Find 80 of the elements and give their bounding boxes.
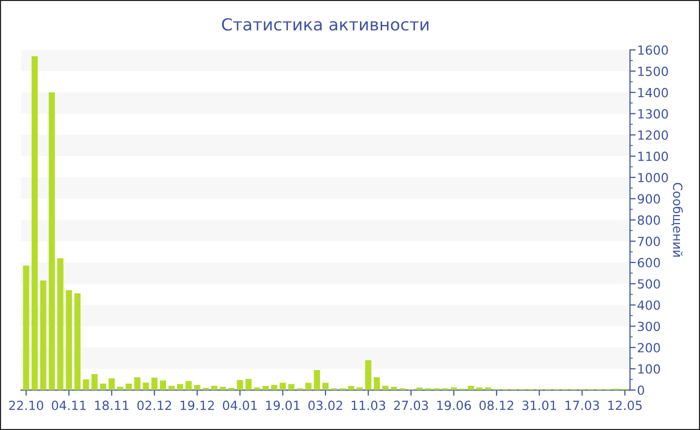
chart-title: Статистика активности: [222, 18, 428, 31]
bar: [23, 266, 30, 390]
bar: [322, 382, 329, 390]
bar: [126, 384, 132, 390]
bar: [202, 388, 209, 390]
x-tick-label: 19.06: [437, 400, 471, 410]
y-tick-label: 0: [638, 385, 644, 395]
x-tick-label: 17.03: [566, 400, 599, 410]
bar: [142, 382, 149, 390]
y-tick-label: 200: [638, 342, 660, 352]
y-tick-label: 1300: [638, 109, 668, 119]
bar: [91, 374, 98, 390]
x-tick-label: 27.03: [394, 400, 428, 410]
bar: [245, 378, 252, 390]
bar: [271, 384, 278, 390]
bar: [177, 384, 184, 390]
bar: [374, 377, 380, 390]
y-axis-title: Сообщений: [671, 182, 683, 257]
bar: [211, 386, 218, 390]
y-tick-label: 900: [638, 194, 660, 204]
bar: [236, 380, 244, 390]
y-tick-label: 600: [638, 258, 660, 268]
bar: [151, 378, 158, 390]
bar: [134, 377, 140, 390]
y-tick-label: 100: [638, 364, 660, 374]
y-tick-label: 500: [638, 279, 660, 289]
bar: [220, 386, 226, 390]
x-tick-label: 22.10: [9, 400, 44, 410]
bar: [57, 258, 64, 390]
bar: [108, 378, 115, 390]
x-tick-label: 03.02: [308, 400, 342, 410]
bar: [228, 388, 234, 390]
bar: [100, 384, 106, 390]
bar: [314, 370, 320, 390]
bar: [390, 386, 398, 390]
bar: [280, 382, 286, 390]
bar: [416, 387, 423, 390]
y-tick-label: 400: [638, 300, 660, 310]
bar: [476, 387, 483, 390]
x-tick-label: 04.11: [52, 400, 86, 410]
bar: [382, 386, 388, 390]
bar: [117, 386, 124, 390]
bar: [254, 387, 260, 390]
x-tick-label: 31.01: [522, 400, 556, 410]
y-tick-label: 1000: [638, 172, 668, 182]
bar: [194, 384, 200, 390]
bar: [40, 280, 46, 390]
y-tick-label: 1600: [638, 45, 668, 55]
bar: [356, 387, 363, 390]
y-tick-label: 1100: [638, 152, 668, 162]
bar: [305, 382, 312, 390]
x-tick-label: 02.12: [137, 400, 172, 410]
x-tick-label: 12.05: [608, 400, 642, 410]
bar: [450, 387, 457, 390]
y-tick-label: 1400: [638, 88, 668, 98]
x-tick-label: 11.03: [352, 400, 386, 410]
bar: [348, 386, 354, 390]
y-tick-label: 800: [638, 215, 660, 225]
x-tick-label: 18.11: [95, 400, 128, 410]
bar: [288, 384, 294, 390]
x-tick-label: 08.12: [480, 400, 514, 410]
bar: [186, 381, 192, 390]
x-tick-label: 19.12: [180, 400, 214, 410]
y-tick-label: 700: [638, 236, 660, 246]
bar: [468, 386, 474, 390]
y-tick-label: 1200: [638, 130, 668, 140]
bar: [82, 379, 90, 390]
x-tick-label: 19.01: [266, 400, 300, 410]
x-tick-label: 04.01: [222, 400, 257, 410]
bar: [74, 293, 81, 390]
bar: [484, 387, 492, 390]
bar: [365, 360, 372, 390]
y-tick-label: 1500: [638, 66, 668, 76]
bar: [262, 386, 269, 390]
bar: [32, 56, 38, 390]
bar: [66, 290, 72, 390]
bar: [160, 380, 166, 390]
bar: [48, 92, 55, 390]
y-tick-label: 300: [638, 322, 660, 332]
bar: [168, 386, 175, 390]
